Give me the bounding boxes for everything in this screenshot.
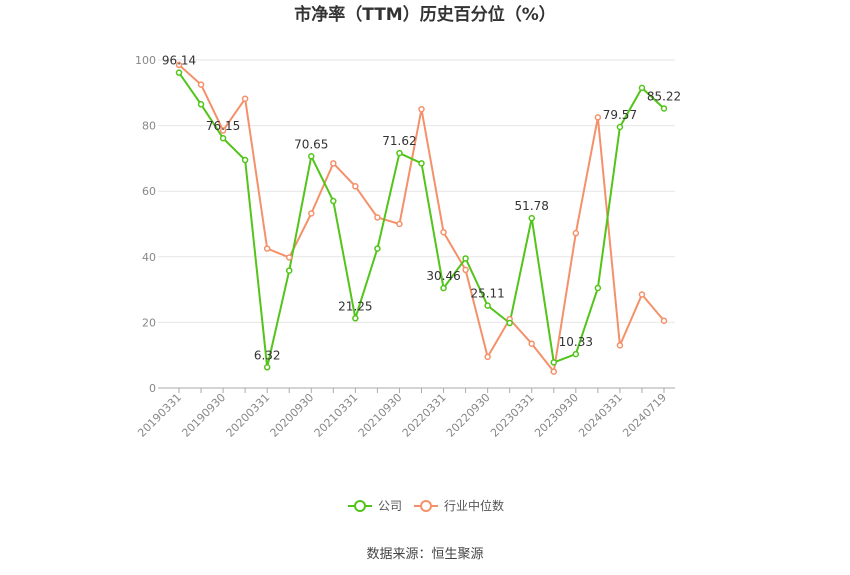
data-point [528, 340, 535, 347]
data-point [616, 123, 624, 131]
axes [158, 387, 675, 393]
y-tick-label: 0 [149, 382, 156, 395]
legend-item[interactable]: 公司 [348, 499, 402, 513]
data-label: 79.57 [603, 108, 637, 122]
x-tick-label: 20240719 [620, 391, 669, 440]
y-tick-label: 60 [142, 185, 156, 198]
data-point [374, 214, 381, 221]
data-label: 85.22 [647, 89, 681, 103]
data-label: 70.65 [294, 137, 328, 151]
data-label: 6.32 [254, 348, 281, 362]
data-point [484, 353, 491, 361]
data-label: 10.33 [559, 335, 593, 349]
data-point [616, 342, 624, 349]
y-tick-label: 20 [142, 316, 156, 329]
data-point [263, 245, 271, 252]
x-tick-label: 20190331 [135, 391, 184, 440]
x-tick-label: 20220930 [444, 391, 493, 440]
data-point [330, 160, 337, 167]
x-tick-labels: 2019033120190930202003312020093020210331… [135, 391, 669, 440]
data-point [241, 156, 249, 164]
source-note: 数据来源：恒生聚源 [366, 547, 483, 562]
data-point [418, 105, 425, 113]
x-tick-label: 20200331 [224, 391, 273, 440]
legend-item[interactable]: 行业中位数 [414, 498, 504, 513]
data-label: 25.11 [470, 287, 504, 301]
data-point [660, 317, 668, 325]
data-point [440, 284, 447, 292]
data-point [506, 319, 513, 327]
data-point [638, 291, 646, 298]
data-point [241, 95, 249, 102]
data-point [638, 84, 646, 92]
data-point [197, 101, 205, 108]
data-label: 96.14 [162, 54, 196, 68]
data-point [219, 134, 227, 142]
data-point [175, 61, 183, 69]
series-line-0 [178, 72, 665, 369]
legend-label: 行业中位数 [444, 498, 504, 513]
x-tick-label: 20210331 [312, 391, 361, 440]
y-tick-labels: 0 20 40 60 80 100 [135, 54, 156, 395]
data-point [175, 69, 183, 76]
x-tick-label: 20210930 [356, 391, 405, 440]
data-point [330, 197, 337, 205]
data-point [484, 302, 491, 309]
data-point [396, 220, 403, 228]
grid-lines [158, 59, 675, 323]
data-point [528, 214, 535, 222]
data-label: 51.78 [515, 199, 549, 213]
legend-marker [420, 500, 432, 512]
data-point [660, 105, 668, 112]
data-point [572, 229, 580, 237]
data-point [594, 114, 602, 121]
data-label: 21.25 [338, 299, 372, 313]
data-label: 76.15 [206, 119, 240, 133]
data-point [418, 160, 425, 167]
data-point [550, 368, 558, 375]
data-point [462, 255, 469, 262]
x-tick-label: 20240331 [576, 391, 625, 440]
data-point [219, 127, 227, 134]
chart-title: 市净率（TTM）历史百分位（%） [294, 4, 556, 25]
x-tick-label: 20190930 [179, 391, 228, 440]
legend[interactable]: 公司 行业中位数 [348, 498, 504, 513]
data-point [285, 254, 293, 261]
data-point [308, 210, 315, 217]
data-point [263, 364, 271, 371]
data-point [594, 284, 602, 292]
x-tick-label: 20200930 [268, 391, 317, 440]
data-point [308, 153, 315, 160]
x-tick-label: 20230930 [532, 391, 581, 440]
series-points [175, 61, 668, 375]
x-tick-label: 20220331 [400, 391, 449, 440]
data-point [285, 267, 293, 274]
data-point [572, 350, 580, 358]
data-point [440, 228, 447, 236]
legend-marker [354, 500, 366, 512]
data-label: 30.46 [426, 269, 460, 283]
y-tick-label: 100 [135, 54, 156, 67]
data-label: 71.62 [382, 134, 416, 148]
data-point [352, 315, 359, 322]
data-point [396, 149, 403, 157]
data-labels: 96.14 76.15 6.32 70.65 21.25 71.62 30.46 25.11 5… [162, 54, 681, 363]
data-point [197, 81, 205, 88]
data-point [550, 359, 558, 366]
y-tick-label: 80 [142, 120, 156, 133]
legend-label: 公司 [378, 499, 402, 513]
data-point [374, 245, 381, 252]
y-tick-label: 40 [142, 251, 156, 264]
data-point [352, 183, 359, 190]
x-tick-label: 20230331 [488, 391, 537, 440]
data-point [462, 266, 469, 274]
